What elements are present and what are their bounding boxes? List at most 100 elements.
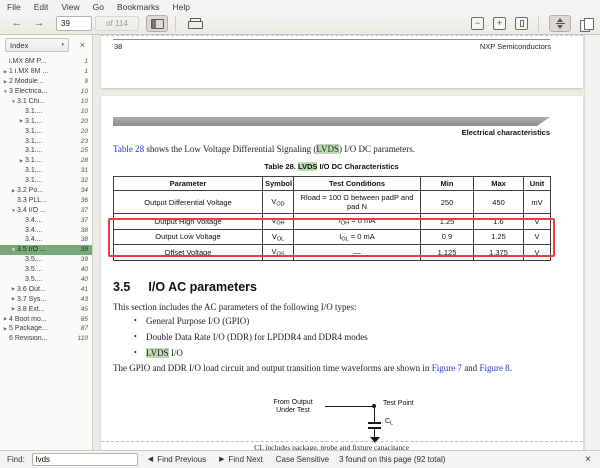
menu-item[interactable]: File	[7, 1, 21, 12]
menu-item[interactable]: Help	[172, 1, 190, 12]
intro-paragraph: Table 28 shows the Low Voltage Different…	[113, 144, 555, 154]
cell-symbol: VOS	[262, 244, 294, 261]
zoom-out-button[interactable]: −	[471, 17, 484, 30]
sidebar-mode-label: Index	[10, 40, 29, 50]
cell-test-conditions: Rload = 100 Ω between padP and pad N	[293, 190, 421, 214]
fit-height-toggle-button[interactable]	[549, 15, 571, 32]
expander-icon[interactable]: ▶	[11, 187, 16, 193]
expander-icon[interactable]: ▶	[11, 296, 16, 302]
index-tree-item[interactable]: 3.4.... 38	[0, 225, 92, 235]
index-item-page: 1	[84, 58, 88, 66]
cell-parameter: Offset Voltage	[113, 244, 263, 261]
side-pane-toggle-button[interactable]	[146, 15, 168, 32]
index-tree-item[interactable]: ▼ 3 Electrica... 10	[0, 87, 92, 97]
back-button[interactable]: ←	[6, 15, 28, 32]
index-item-page: 110	[77, 335, 88, 343]
print-button[interactable]	[183, 15, 205, 32]
figure-7-link[interactable]: Figure 7	[431, 363, 462, 373]
section-number: 3.5	[113, 280, 131, 294]
cell-symbol: VOH	[262, 213, 294, 230]
document-view[interactable]: 38 NXP Semiconductors Electrical charact…	[93, 35, 600, 450]
expander-icon[interactable]: ▶	[19, 157, 24, 163]
expander-icon[interactable]: ▶	[3, 325, 8, 331]
page-clip-dashed-line	[101, 441, 583, 442]
index-item-page: 34	[80, 187, 88, 195]
index-tree-item[interactable]: ▶ 3.7 Sys... 43	[0, 294, 92, 304]
table-row: Output Low Voltage VOL IOL = 0 mA 0.9 1.…	[113, 228, 551, 245]
index-tree-item[interactable]: 3.1.... 20	[0, 126, 92, 136]
expander-icon[interactable]: ▶	[3, 68, 8, 74]
index-tree-item[interactable]: ▶ 4 Boot mo... 85	[0, 314, 92, 324]
find-input[interactable]	[31, 453, 138, 466]
expander-icon[interactable]: ▶	[19, 118, 24, 124]
index-tree-item[interactable]: ▶ 3.2 Po... 34	[0, 186, 92, 196]
index-tree-item[interactable]: 3.5.... 39	[0, 255, 92, 265]
index-tree-item[interactable]: 6 Revision... 110	[0, 334, 92, 344]
page-number-input[interactable]	[56, 16, 92, 31]
index-tree-item[interactable]: 3.5.... 40	[0, 265, 92, 275]
expander-icon[interactable]: ▶	[3, 78, 8, 84]
page-39: Electrical characteristics Table 28 show…	[101, 96, 583, 450]
page-footer-brand: NXP Semiconductors	[479, 42, 551, 51]
zoom-fit-button[interactable]	[515, 17, 528, 30]
expander-icon[interactable]: ▼	[11, 99, 16, 104]
index-tree-item[interactable]: 3.5.... 40	[0, 275, 92, 285]
find-bar: Find: ◀ Find Previous ▶ Find Next Case S…	[0, 450, 600, 468]
index-tree-item[interactable]: 3.1.... 23	[0, 136, 92, 146]
index-tree-item[interactable]: ▼ 3.5 I/O ... 39	[0, 244, 92, 255]
index-tree-item[interactable]: ▶ 2 Module... 9	[0, 77, 92, 87]
zoom-in-button[interactable]: +	[493, 17, 506, 30]
find-previous-button[interactable]: ◀ Find Previous	[147, 455, 207, 464]
sidebar-mode-dropdown[interactable]: Index ▾	[5, 38, 69, 52]
menu-bar: File Edit View Go Bookmarks Help	[0, 0, 600, 13]
index-tree-item[interactable]: ▶ 3.8 Ext... 45	[0, 304, 92, 314]
menu-item[interactable]: View	[61, 1, 80, 12]
expander-icon[interactable]: ▼	[11, 247, 16, 253]
figure-node-dot	[372, 404, 376, 408]
expander-icon[interactable]: ▶	[3, 316, 8, 322]
table-28-link[interactable]: Table 28	[113, 144, 145, 154]
index-item-page: 10	[80, 88, 88, 96]
index-tree-item[interactable]: ▶ 3.6 Out... 41	[0, 284, 92, 294]
index-tree-item[interactable]: 3.4.... 37	[0, 215, 92, 225]
index-tree-item[interactable]: ▶ 3.1.... 20	[0, 116, 92, 126]
cell-min: 0.9	[420, 228, 474, 245]
index-tree-item[interactable]: ▶ 3.1.... 28	[0, 156, 92, 166]
index-tree-item[interactable]: i.MX 8M P... 1	[0, 57, 92, 67]
sidebar-close-button[interactable]: ×	[79, 39, 85, 50]
expander-icon[interactable]: ▼	[3, 89, 8, 95]
index-tree-item[interactable]: ▼ 3.1 Chi... 10	[0, 97, 92, 107]
forward-button[interactable]: →	[28, 15, 50, 32]
index-item-page: 41	[80, 285, 88, 293]
find-close-button[interactable]: ×	[585, 453, 591, 465]
index-tree-item[interactable]: 3.1.... 10	[0, 106, 92, 116]
menu-item[interactable]: Go	[92, 1, 104, 12]
index-item-page: 10	[80, 107, 88, 115]
index-item-label: 3.1....	[25, 157, 43, 165]
menu-item[interactable]: Bookmarks	[116, 1, 160, 12]
expander-icon[interactable]: ▼	[11, 207, 16, 213]
expander-icon[interactable]: ▶	[11, 286, 16, 292]
find-next-button[interactable]: ▶ Find Next	[219, 455, 263, 464]
cell-max: 1.6	[473, 213, 524, 230]
index-tree-item[interactable]: ▶ 5 Package... 87	[0, 324, 92, 334]
expander-icon[interactable]: ▶	[11, 306, 16, 312]
cell-max: 1.375	[473, 244, 524, 261]
index-item-label: 3 Electrica...	[9, 88, 48, 96]
index-tree-item[interactable]: ▶ 1 i.MX 8M ... 1	[0, 67, 92, 77]
figure-8-link[interactable]: Figure 8	[479, 363, 510, 373]
case-sensitive-toggle[interactable]: Case Sensitive	[275, 455, 330, 464]
index-tree-item[interactable]: 3.1.... 32	[0, 176, 92, 186]
menu-item[interactable]: Edit	[33, 1, 49, 12]
index-item-page: 87	[80, 325, 88, 333]
bullet-item: • LVDS I/O	[134, 348, 183, 358]
index-tree-item[interactable]: 3.4.... 38	[0, 235, 92, 245]
index-tree-item[interactable]: 3.1.... 31	[0, 166, 92, 176]
sidebar: Index ▾ × i.MX 8M P... 1 ▶ 1 i.MX 8M ...…	[0, 35, 93, 450]
index-tree-item[interactable]: 3.1.... 25	[0, 146, 92, 156]
index-item-label: 2 Module...	[9, 78, 44, 86]
dual-page-button[interactable]	[580, 17, 594, 32]
index-tree-item[interactable]: ▼ 3.4 I/O ... 37	[0, 205, 92, 215]
index-tree-item[interactable]: 3.3 PLL... 36	[0, 195, 92, 205]
vertical-scrollbar[interactable]	[584, 35, 600, 450]
